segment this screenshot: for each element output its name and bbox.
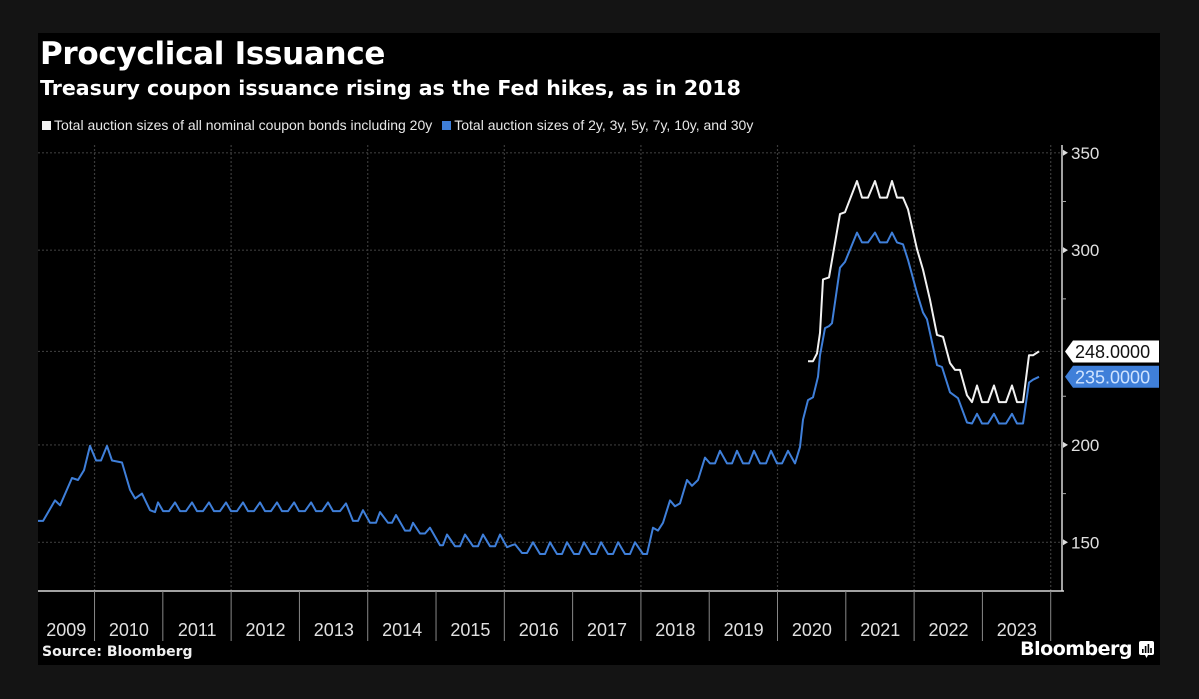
last-value-label-white-box — [1065, 340, 1159, 363]
legend: Total auction sizes of all nominal coupo… — [42, 117, 753, 133]
y-tick-mark — [1063, 149, 1068, 156]
y-tick-mark — [1063, 247, 1068, 254]
chart-card: Procyclical Issuance Treasury coupon iss… — [38, 33, 1160, 665]
y-tick-label: 300 — [1071, 241, 1099, 260]
last-value-label-white: 248.0000 — [1075, 342, 1150, 362]
y-tick-label: 150 — [1071, 533, 1099, 552]
series-line-all-nominal — [808, 180, 1040, 404]
brand-text: Bloomberg — [1020, 638, 1132, 660]
last-value-label-blue: 235.0000 — [1075, 367, 1150, 387]
chart-subtitle: Treasury coupon issuance rising as the F… — [40, 76, 741, 100]
x-tick-label: 2019 — [724, 620, 764, 640]
bar-chart-speech-bubble-icon — [1139, 640, 1154, 658]
x-tick-label: 2014 — [382, 620, 422, 640]
x-tick-label: 2015 — [450, 620, 490, 640]
x-tick-label: 2009 — [46, 620, 86, 640]
y-tick-label: 200 — [1071, 436, 1099, 455]
x-tick-label: 2011 — [178, 620, 217, 640]
source-note: Source: Bloomberg — [42, 644, 193, 660]
legend-label: Total auction sizes of all nominal coupo… — [54, 117, 433, 133]
x-tick-label: 2022 — [928, 620, 968, 640]
x-tick-label: 2020 — [792, 620, 832, 640]
legend-swatch-blue — [442, 120, 452, 130]
line-chart: 2009 2010 2011 2012 2013 2014 2015 2016 2017 2018… — [38, 144, 1159, 641]
chart-title: Procyclical Issuance — [40, 36, 386, 72]
series-line-benchmark — [38, 231, 1040, 555]
x-tick-label: 2016 — [519, 620, 559, 640]
x-tick-label: 2018 — [655, 620, 695, 640]
x-tick-label: 2021 — [860, 620, 900, 640]
x-tick-label: 2012 — [246, 620, 286, 640]
legend-label: Total auction sizes of 2y, 3y, 5y, 7y, 1… — [454, 117, 754, 133]
x-tick-label: 2017 — [587, 620, 627, 640]
bloomberg-brand: Bloomberg — [1020, 638, 1154, 660]
y-tick-label: 350 — [1071, 144, 1099, 163]
legend-item-all-nominal: Total auction sizes of all nominal coupo… — [42, 117, 432, 133]
last-value-label-blue-box — [1065, 365, 1159, 388]
y-tick-mark — [1063, 441, 1068, 448]
legend-swatch-white — [42, 120, 51, 130]
x-tick-label: 2013 — [314, 620, 354, 640]
x-tick-label: 2010 — [109, 620, 149, 640]
legend-item-benchmark: Total auction sizes of 2y, 3y, 5y, 7y, 1… — [442, 117, 753, 133]
y-tick-mark — [1063, 539, 1068, 546]
x-tick-label: 2023 — [997, 620, 1037, 640]
